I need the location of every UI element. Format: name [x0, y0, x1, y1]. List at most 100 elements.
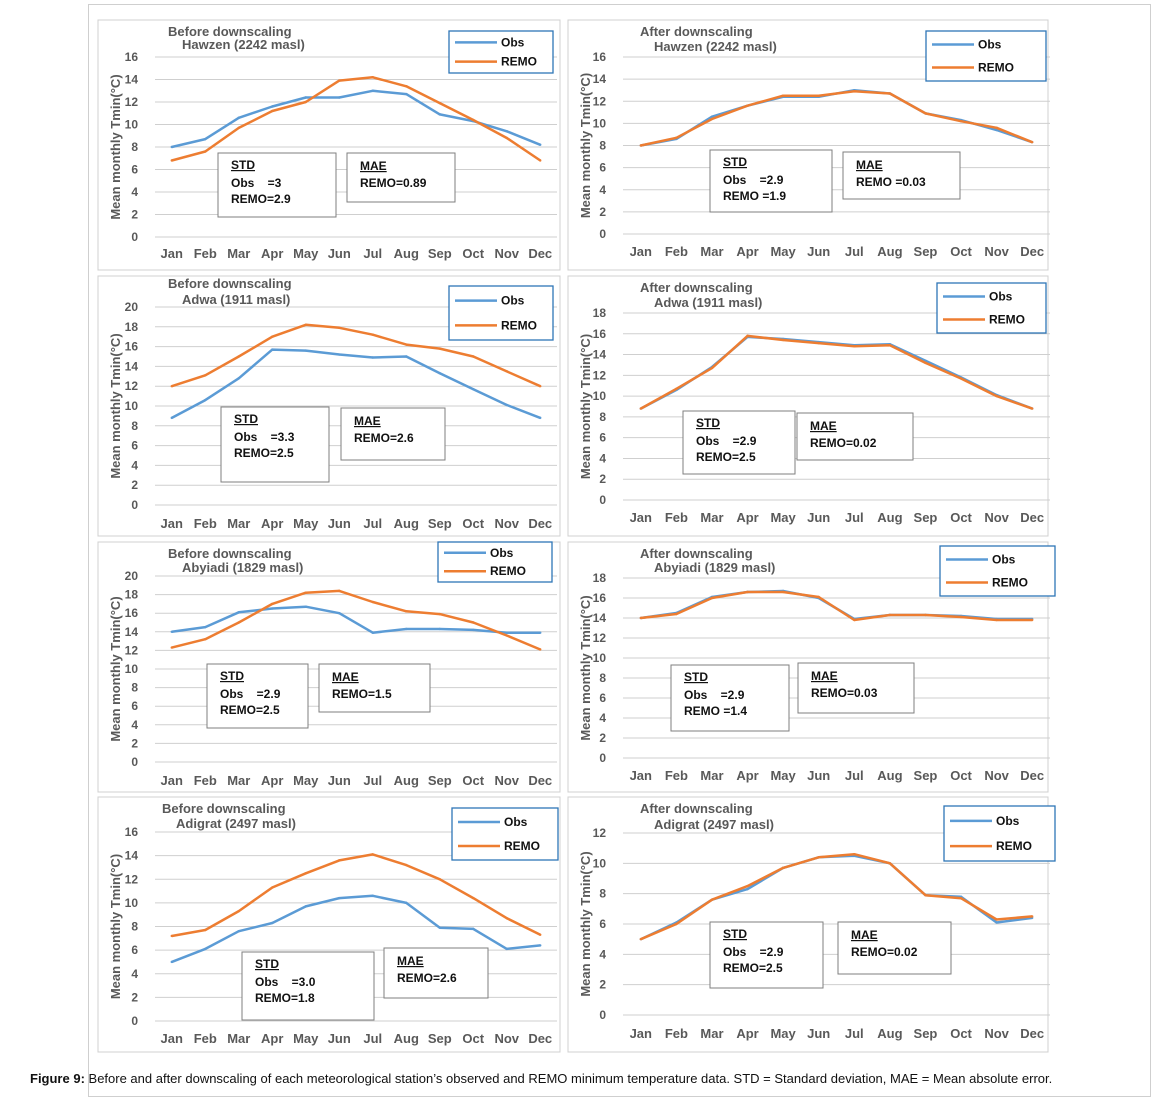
y-tick-label: 6 — [131, 943, 138, 957]
data-point — [995, 921, 998, 924]
data-point — [505, 136, 508, 140]
x-tick-label: Dec — [528, 1031, 552, 1046]
x-tick-label: Aug — [394, 246, 419, 261]
x-tick-label: Nov — [984, 1026, 1009, 1041]
legend-label: REMO — [501, 318, 537, 332]
std-remo: REMO =1.4 — [684, 704, 747, 718]
data-point — [817, 94, 820, 97]
data-point — [338, 859, 341, 862]
legend-box — [437, 541, 553, 583]
data-point — [170, 646, 173, 649]
legend-label: REMO — [989, 313, 1025, 327]
data-point — [405, 92, 408, 96]
y-tick-label: 14 — [593, 72, 607, 86]
std-remo: REMO=2.5 — [696, 450, 756, 464]
x-tick-label: Feb — [665, 510, 688, 525]
y-axis-label: Mean monthly Tmin(°C) — [108, 333, 123, 478]
std-box — [709, 149, 833, 213]
y-tick-label: 8 — [599, 410, 606, 424]
mae-heading: MAE — [360, 159, 387, 173]
data-point — [472, 621, 475, 624]
data-point — [675, 136, 678, 139]
legend-box — [939, 545, 1056, 597]
mae-heading: MAE — [810, 419, 837, 433]
data-point — [271, 109, 274, 113]
data-point — [505, 403, 508, 407]
y-tick-label: 18 — [593, 571, 607, 585]
data-point — [472, 927, 475, 931]
data-point — [888, 862, 892, 865]
x-tick-label: May — [293, 773, 319, 788]
std-box — [241, 951, 375, 1021]
y-axis-label: Mean monthly Tmin(°C) — [578, 851, 593, 996]
y-tick-label: 10 — [593, 389, 607, 403]
series-line-remo — [171, 76, 541, 162]
y-tick-label: 4 — [599, 711, 606, 725]
chart-title: Before downscaling — [168, 276, 292, 291]
y-axis-label: Mean monthly Tmin(°C) — [108, 74, 123, 219]
data-point — [405, 343, 408, 346]
mae-box — [340, 407, 446, 461]
y-tick-label: 4 — [599, 183, 606, 197]
y-tick-label: 8 — [131, 681, 138, 695]
std-heading: STD — [723, 155, 747, 169]
data-point — [304, 100, 307, 104]
x-tick-label: Jun — [807, 768, 830, 783]
mae-heading: MAE — [332, 670, 359, 684]
data-point — [204, 374, 207, 377]
chart-panel: 0 2 4 6 8 10 12 14 16 18 20 Jan Feb Mar Apr May Jun Jul Au… — [97, 275, 561, 537]
x-tick-label: Mar — [700, 244, 723, 259]
data-point — [338, 326, 341, 329]
chart-subtitle: Adigrat (2497 masl) — [176, 816, 296, 831]
legend-box — [936, 282, 1047, 334]
x-tick-label: Dec — [528, 246, 552, 261]
mae-heading: MAE — [397, 954, 424, 968]
std-obs: Obs =3.3 — [234, 430, 295, 444]
data-point — [204, 137, 207, 141]
data-point — [405, 355, 408, 358]
x-tick-label: Aug — [877, 768, 902, 783]
y-tick-label: 10 — [125, 399, 139, 413]
data-point — [539, 631, 542, 634]
x-tick-label: Apr — [261, 516, 283, 531]
std-box — [217, 152, 337, 218]
std-obs: Obs =3 — [231, 176, 282, 190]
std-heading: STD — [696, 416, 720, 430]
data-point — [304, 591, 307, 594]
y-tick-label: 16 — [125, 606, 139, 620]
data-point — [853, 853, 856, 856]
data-point — [271, 607, 274, 610]
y-tick-label: 0 — [131, 1014, 138, 1028]
y-tick-label: 4 — [131, 967, 138, 981]
y-tick-label: 4 — [131, 458, 138, 472]
x-tick-label: Feb — [665, 244, 688, 259]
chart-panel: 0 2 4 6 8 10 12 Jan Feb Mar Apr May Jun Jul Aug Sep Oct N… — [567, 796, 1056, 1053]
x-tick-label: Mar — [700, 768, 723, 783]
y-tick-label: 14 — [125, 73, 139, 87]
x-tick-label: Oct — [950, 244, 972, 259]
y-tick-label: 0 — [131, 230, 138, 244]
legend-label: REMO — [996, 839, 1032, 853]
data-point — [746, 334, 749, 338]
x-tick-label: Nov — [984, 244, 1009, 259]
y-tick-label: 6 — [599, 431, 606, 445]
y-tick-label: 6 — [599, 161, 606, 175]
caption-text: Before and after downscaling of each met… — [84, 1071, 1053, 1086]
x-tick-label: May — [770, 510, 796, 525]
mae-heading: MAE — [354, 414, 381, 428]
x-tick-label: Jan — [161, 1031, 183, 1046]
y-tick-label: 10 — [125, 896, 139, 910]
x-tick-label: Feb — [665, 1026, 688, 1041]
y-tick-label: 6 — [131, 163, 138, 177]
x-tick-label: Aug — [877, 510, 902, 525]
data-point — [204, 928, 207, 932]
mae-box — [383, 947, 489, 999]
x-tick-label: May — [770, 244, 796, 259]
y-tick-label: 2 — [599, 205, 606, 219]
data-point — [746, 590, 749, 594]
y-tick-label: 12 — [125, 643, 139, 657]
x-tick-label: Mar — [227, 516, 250, 531]
legend-label: Obs — [996, 814, 1020, 828]
chart-subtitle: Abyiadi (1829 masl) — [654, 560, 775, 575]
y-tick-label: 16 — [593, 50, 607, 64]
